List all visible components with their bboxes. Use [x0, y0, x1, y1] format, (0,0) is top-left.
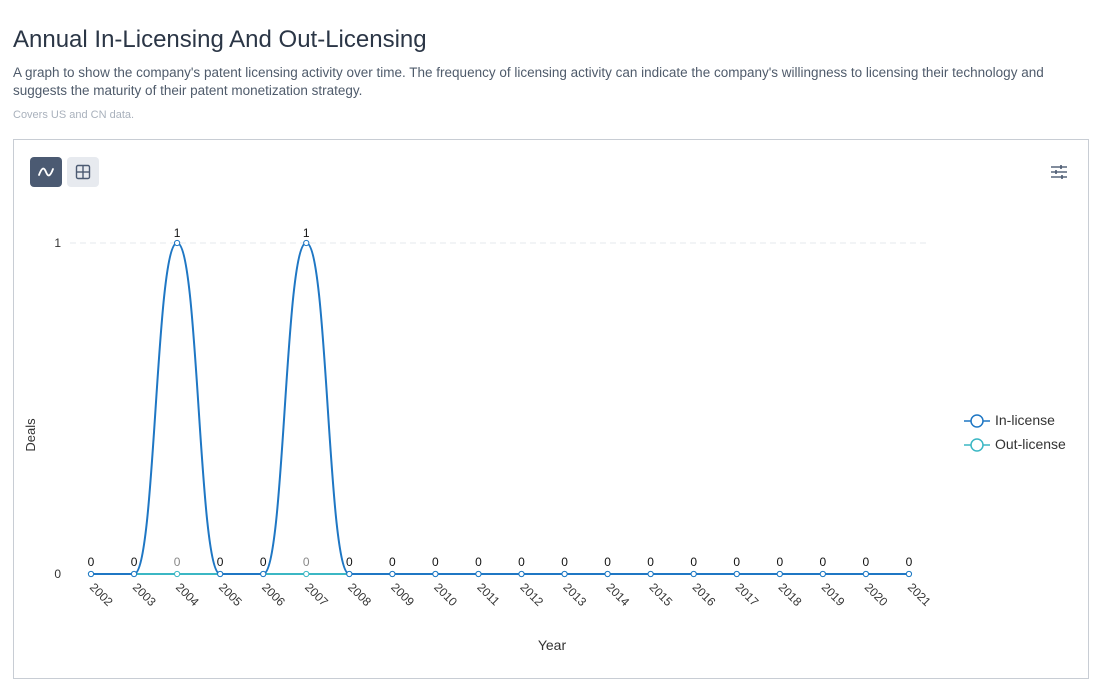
data-label-out-license: 0 [174, 555, 181, 569]
page-title: Annual In-Licensing And Out-Licensing [13, 26, 427, 53]
x-tick-label: 2003 [130, 580, 159, 609]
table-view-button[interactable] [67, 157, 99, 187]
x-tick-label: 2011 [474, 580, 502, 608]
data-point-in-license [690, 570, 697, 578]
x-tick-label: 2021 [905, 580, 934, 609]
data-point-in-license [905, 570, 913, 578]
x-axis-label: Year [538, 637, 567, 653]
data-point-in-license [733, 570, 740, 578]
data-label-in-license: 0 [346, 555, 353, 569]
data-label-in-license: 1 [303, 226, 310, 240]
data-point-out-license [174, 570, 181, 578]
filter-settings-icon [1051, 165, 1067, 179]
x-tick-label: 2015 [647, 580, 676, 609]
data-label-in-license: 0 [820, 555, 827, 569]
x-tick-label: 2016 [690, 580, 719, 609]
data-point-in-license [862, 570, 870, 578]
page-description: A graph to show the company's patent lic… [13, 65, 1044, 98]
x-tick-label: 2018 [776, 580, 805, 609]
x-tick-label: 2020 [862, 580, 891, 609]
x-tick-label: 2013 [560, 580, 589, 609]
data-point-in-license [432, 570, 439, 578]
chart-panel [13, 139, 1089, 679]
data-point-in-license [475, 570, 482, 578]
legend-marker [970, 414, 984, 428]
legend-label: Out-license [995, 436, 1066, 452]
data-point-in-license [174, 239, 181, 247]
legend-marker [970, 438, 984, 452]
data-point-in-license [776, 570, 783, 578]
x-tick-label: 2019 [819, 580, 848, 609]
x-tick-label: 2017 [733, 580, 762, 609]
data-point-in-license [130, 570, 138, 578]
y-axis-label: Deals [23, 418, 38, 452]
x-tick-label: 2007 [302, 580, 331, 609]
data-point-in-license [260, 570, 267, 578]
series-line-in-license [91, 241, 909, 575]
data-label-in-license: 0 [906, 555, 913, 569]
x-tick-label: 2005 [216, 580, 245, 609]
data-point-in-license [604, 570, 611, 578]
data-label-in-license: 0 [88, 555, 95, 569]
table-grid-icon [75, 164, 91, 180]
data-point-in-license [303, 239, 310, 247]
data-label-in-license: 0 [604, 555, 611, 569]
data-label-in-license: 0 [647, 555, 654, 569]
data-label-in-license: 0 [518, 555, 525, 569]
line-chart-icon [38, 167, 54, 177]
x-tick-label: 2009 [388, 580, 417, 609]
data-label-in-license: 0 [131, 555, 138, 569]
coverage-note: Covers US and CN data. [13, 109, 135, 121]
x-tick-label: 2008 [345, 580, 374, 609]
y-tick-label: 1 [54, 236, 61, 250]
data-point-in-license [647, 570, 654, 578]
data-label-in-license: 0 [690, 555, 697, 569]
x-tick-label: 2004 [173, 580, 202, 609]
data-label-in-license: 0 [389, 555, 396, 569]
data-label-in-license: 0 [475, 555, 482, 569]
y-tick-label: 0 [54, 567, 61, 581]
chart-settings-button[interactable] [1048, 162, 1070, 182]
data-point-in-license [87, 570, 95, 578]
data-point-in-license [819, 570, 826, 578]
line-view-button[interactable] [30, 157, 62, 187]
data-label-in-license: 0 [260, 555, 267, 569]
x-tick-label: 2010 [431, 580, 460, 609]
x-tick-label: 2006 [259, 580, 288, 609]
x-tick-label: 2002 [87, 580, 116, 609]
data-label-in-license: 1 [174, 226, 181, 240]
data-point-in-license [389, 570, 396, 578]
data-point-in-license [561, 570, 568, 578]
data-label-in-license: 0 [863, 555, 870, 569]
data-label-in-license: 0 [776, 555, 783, 569]
data-point-in-license [518, 570, 525, 578]
data-label-in-license: 0 [733, 555, 740, 569]
x-tick-label: 2012 [517, 580, 546, 609]
data-label-in-license: 0 [217, 555, 224, 569]
data-label-in-license: 0 [561, 555, 568, 569]
legend-label: In-license [995, 412, 1055, 428]
data-label-out-license: 0 [303, 555, 310, 569]
data-point-out-license [303, 570, 310, 578]
x-tick-label: 2014 [603, 580, 632, 609]
data-point-in-license [217, 570, 224, 578]
data-label-in-license: 0 [432, 555, 439, 569]
data-point-in-license [346, 570, 353, 578]
